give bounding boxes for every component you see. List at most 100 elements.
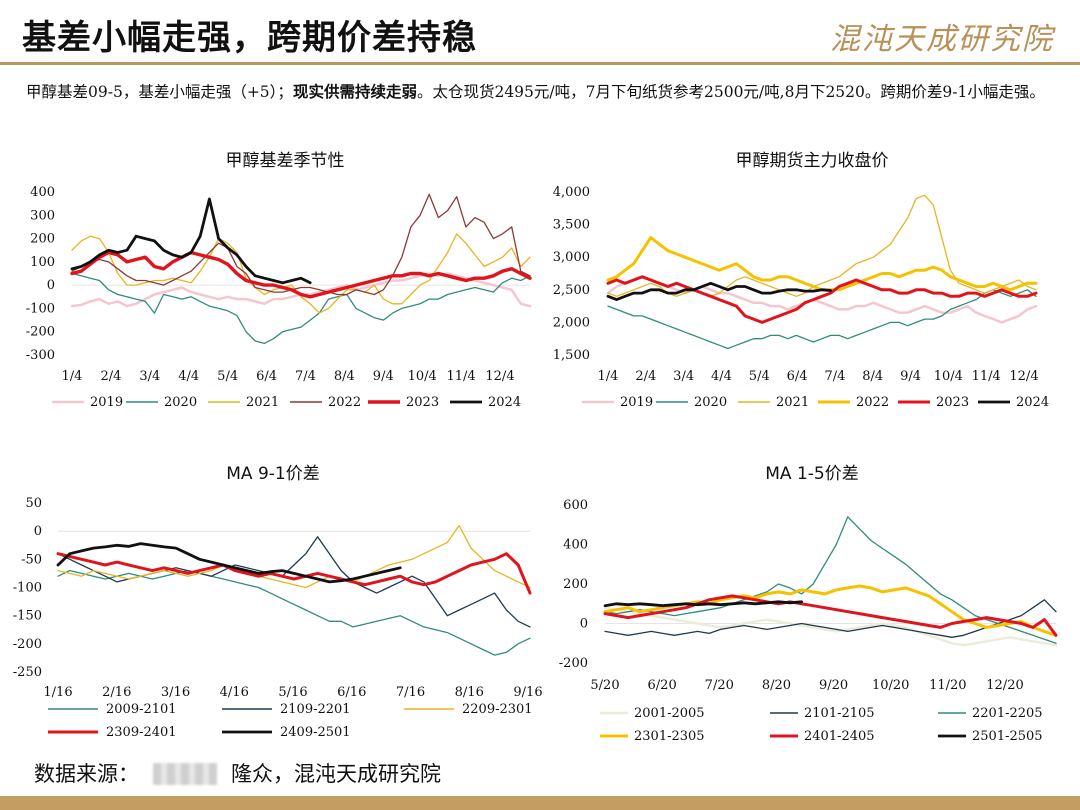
x-tick-label: 4/16 bbox=[220, 685, 249, 700]
series-line-2101-2105 bbox=[604, 599, 1057, 638]
summary-part2: 。太仓现货2495元/吨，7月下旬纸货参考2500元/吨,8月下2520。跨期价… bbox=[416, 83, 1045, 101]
footer-bar bbox=[0, 796, 1080, 810]
x-tick-label: 9/4 bbox=[373, 369, 394, 384]
y-tick-label: -200 bbox=[559, 656, 588, 671]
series-line-2009-2101 bbox=[57, 569, 531, 656]
summary-text: 甲醇基差09-5，基差小幅走强（+5）；现实供需持续走弱。太仓现货2495元/吨… bbox=[26, 80, 1056, 104]
legend-label: 2301-2305 bbox=[634, 729, 705, 744]
x-tick-label: 11/4 bbox=[972, 369, 1001, 384]
x-tick-label: 2/4 bbox=[100, 369, 121, 384]
chart-title: 甲醇基差季节性 bbox=[226, 151, 345, 171]
chart-title: MA 1-5价差 bbox=[765, 464, 858, 484]
y-tick-label: 2,500 bbox=[553, 283, 590, 298]
redacted-mark bbox=[153, 763, 217, 785]
x-tick-label: 11/20 bbox=[929, 678, 966, 693]
legend-label: 2409-2501 bbox=[280, 725, 351, 740]
series-line-2201-2205 bbox=[604, 516, 1057, 644]
x-tick-label: 7/4 bbox=[295, 369, 316, 384]
series-line-2024 bbox=[606, 281, 833, 302]
chart-title: MA 9-1价差 bbox=[226, 464, 319, 484]
legend-label: 2024 bbox=[488, 395, 521, 410]
x-tick-label: 7/20 bbox=[705, 678, 734, 693]
y-tick-label: 1,500 bbox=[553, 348, 590, 363]
x-tick-label: 1/4 bbox=[598, 369, 619, 384]
x-tick-label: 4/4 bbox=[178, 369, 199, 384]
x-tick-label: 5/4 bbox=[749, 369, 770, 384]
futures-close-chart: 甲醇期货主力收盘价 4,000 3,500 3,000 2,500 2,000 1,500 1… bbox=[553, 151, 1049, 410]
x-tick-label: 1/16 bbox=[43, 685, 72, 700]
x-tick-label: 3/4 bbox=[139, 369, 160, 384]
y-tick-label: 300 bbox=[30, 208, 55, 223]
x-tick-label: 8/4 bbox=[862, 369, 883, 384]
x-tick-label: 3/4 bbox=[673, 369, 694, 384]
y-tick-label: -150 bbox=[13, 609, 42, 624]
legend-label: 2209-2301 bbox=[462, 702, 533, 717]
x-tick-label: 9/16 bbox=[513, 685, 542, 700]
source-label: 数据来源： bbox=[34, 762, 139, 786]
ma15-spread-chart: MA 1-5价差 600 400 200 0 -2005/20 6/20 7/20 8/20 9/… bbox=[559, 464, 1058, 744]
x-tick-label: 11/4 bbox=[446, 369, 475, 384]
x-tick-label: 1/4 bbox=[62, 369, 83, 384]
x-tick-label: 2/16 bbox=[102, 685, 131, 700]
x-tick-label: 3/16 bbox=[161, 685, 190, 700]
company-logo: 混沌天成研究院 bbox=[830, 22, 1054, 57]
x-tick-label: 10/4 bbox=[408, 369, 437, 384]
x-tick-label: 5/16 bbox=[278, 685, 307, 700]
y-tick-label: 400 bbox=[563, 538, 588, 553]
x-tick-label: 7/16 bbox=[396, 685, 425, 700]
legend-label: 2020 bbox=[694, 395, 727, 410]
legend-label: 2022 bbox=[328, 395, 361, 410]
legend-label: 2109-2201 bbox=[280, 702, 351, 717]
x-tick-label: 8/20 bbox=[762, 678, 791, 693]
series-line-2020 bbox=[71, 272, 531, 345]
summary-bold: 现实供需持续走弱 bbox=[292, 82, 417, 101]
x-tick-label: 6/4 bbox=[256, 369, 277, 384]
y-tick-label: -200 bbox=[26, 325, 55, 340]
legend-label: 2001-2005 bbox=[634, 706, 705, 721]
legend-label: 2024 bbox=[1016, 395, 1049, 410]
x-tick-label: 7/4 bbox=[824, 369, 845, 384]
x-tick-label: 12/4 bbox=[485, 369, 514, 384]
series-line-2020 bbox=[607, 289, 1037, 350]
y-tick-label: -50 bbox=[21, 552, 42, 567]
legend-label: 2020 bbox=[164, 395, 197, 410]
chart-title: 甲醇期货主力收盘价 bbox=[736, 151, 889, 171]
legend-label: 2019 bbox=[620, 395, 653, 410]
y-tick-label: -300 bbox=[26, 348, 55, 363]
data-source: 数据来源： 隆众，混沌天成研究院 bbox=[34, 758, 441, 788]
y-tick-label: -100 bbox=[26, 301, 55, 316]
legend-label: 2401-2405 bbox=[804, 729, 875, 744]
x-tick-label: 8/16 bbox=[455, 685, 484, 700]
x-tick-label: 12/20 bbox=[986, 678, 1023, 693]
y-tick-label: 3,000 bbox=[553, 250, 590, 265]
x-tick-label: 12/4 bbox=[1009, 369, 1038, 384]
x-tick-label: 2/4 bbox=[635, 369, 656, 384]
x-tick-label: 9/20 bbox=[819, 678, 848, 693]
y-tick-label: 3,500 bbox=[553, 218, 590, 233]
header-divider bbox=[0, 62, 1080, 65]
header: 基差小幅走强，跨期价差持稳 混沌天成研究院 bbox=[0, 0, 1080, 62]
y-tick-label: 0 bbox=[580, 617, 588, 632]
y-tick-label: 50 bbox=[25, 496, 42, 511]
y-tick-label: -250 bbox=[13, 665, 42, 680]
legend-label: 2023 bbox=[936, 395, 969, 410]
source-text: 隆众，混沌天成研究院 bbox=[231, 762, 441, 786]
x-tick-label: 8/4 bbox=[334, 369, 355, 384]
x-tick-label: 6/20 bbox=[648, 678, 677, 693]
basis-seasonality-chart: 甲醇基差季节性 400 300 200 100 0 -100 -200 -300 1/4 2/4 3/… bbox=[26, 151, 532, 410]
x-tick-label: 10/4 bbox=[934, 369, 963, 384]
y-tick-label: -200 bbox=[13, 637, 42, 652]
y-tick-label: -100 bbox=[13, 581, 42, 596]
x-tick-label: 5/4 bbox=[217, 369, 238, 384]
series-line-2109-2201 bbox=[57, 536, 531, 628]
legend-label: 2019 bbox=[90, 395, 123, 410]
x-tick-label: 5/20 bbox=[590, 678, 619, 693]
ma91-spread-chart: MA 9-1价差 50 0 -50 -100 -150 -200 -2501/16 2/16 3/… bbox=[13, 464, 543, 740]
series-line-2309-2401 bbox=[56, 552, 532, 595]
x-tick-label: 10/20 bbox=[872, 678, 909, 693]
x-tick-label: 9/4 bbox=[900, 369, 921, 384]
y-tick-label: 0 bbox=[47, 278, 55, 293]
y-tick-label: 200 bbox=[563, 577, 588, 592]
legend-label: 2021 bbox=[246, 395, 279, 410]
y-tick-label: 0 bbox=[34, 524, 42, 539]
